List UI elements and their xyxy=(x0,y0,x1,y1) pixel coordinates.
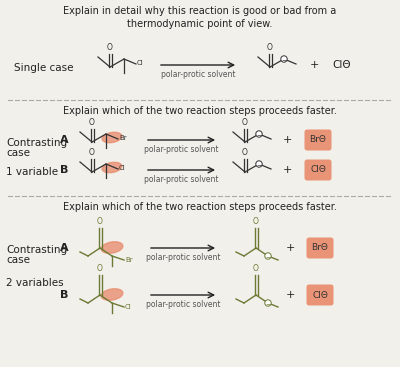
Text: polar-protic solvent: polar-protic solvent xyxy=(146,253,220,262)
Circle shape xyxy=(265,300,271,306)
Text: O: O xyxy=(242,118,248,127)
Text: B: B xyxy=(60,165,68,175)
Text: Explain which of the two reaction steps proceeds faster.: Explain which of the two reaction steps … xyxy=(63,202,337,212)
FancyBboxPatch shape xyxy=(306,237,334,258)
Text: +: + xyxy=(309,60,319,70)
Text: −: − xyxy=(266,301,271,306)
Text: 1 variable: 1 variable xyxy=(6,167,58,177)
Text: −: − xyxy=(257,132,262,137)
Text: polar-protic solvent: polar-protic solvent xyxy=(161,70,235,79)
Text: ClΘ: ClΘ xyxy=(333,60,351,70)
Text: case: case xyxy=(6,148,30,158)
FancyBboxPatch shape xyxy=(304,160,332,181)
Text: B: B xyxy=(60,290,68,300)
Text: O: O xyxy=(253,217,259,226)
Text: O: O xyxy=(97,264,103,273)
Text: case: case xyxy=(6,255,30,265)
Text: O: O xyxy=(242,148,248,157)
Circle shape xyxy=(256,161,262,167)
Text: Explain in detail why this reaction is good or bad from a
thermodynamic point of: Explain in detail why this reaction is g… xyxy=(63,6,337,29)
Text: O: O xyxy=(89,118,95,127)
Text: Br: Br xyxy=(119,135,127,141)
Text: Explain which of the two reaction steps proceeds faster.: Explain which of the two reaction steps … xyxy=(63,106,337,116)
Circle shape xyxy=(265,253,271,259)
Text: 2 variables: 2 variables xyxy=(6,278,64,288)
FancyBboxPatch shape xyxy=(304,130,332,150)
Text: O: O xyxy=(107,43,113,52)
Text: Contrasting: Contrasting xyxy=(6,138,67,148)
Text: A: A xyxy=(60,135,68,145)
Text: Cl: Cl xyxy=(137,60,144,66)
Text: Single case: Single case xyxy=(14,63,74,73)
Text: O: O xyxy=(267,43,273,52)
Text: +: + xyxy=(285,243,295,253)
Text: polar-protic solvent: polar-protic solvent xyxy=(146,300,220,309)
Text: Cl: Cl xyxy=(125,304,132,310)
Text: Br: Br xyxy=(125,257,133,263)
Text: ClΘ: ClΘ xyxy=(312,291,328,299)
Circle shape xyxy=(281,56,287,62)
Text: O: O xyxy=(89,148,95,157)
Text: polar-protic solvent: polar-protic solvent xyxy=(144,175,219,184)
Ellipse shape xyxy=(101,289,123,300)
Text: +: + xyxy=(282,165,292,175)
FancyBboxPatch shape xyxy=(306,284,334,305)
Text: BrΘ: BrΘ xyxy=(312,243,328,252)
Text: Contrasting: Contrasting xyxy=(6,245,67,255)
Text: −: − xyxy=(282,57,287,62)
Text: O: O xyxy=(97,217,103,226)
Ellipse shape xyxy=(101,242,123,253)
Text: polar-protic solvent: polar-protic solvent xyxy=(144,145,219,154)
Text: −: − xyxy=(266,254,271,259)
Text: A: A xyxy=(60,243,68,253)
Text: O: O xyxy=(253,264,259,273)
Text: −: − xyxy=(257,162,262,167)
Text: Cl: Cl xyxy=(119,165,126,171)
Text: +: + xyxy=(285,290,295,300)
Text: ClΘ: ClΘ xyxy=(310,166,326,174)
Text: +: + xyxy=(282,135,292,145)
Text: BrΘ: BrΘ xyxy=(310,135,326,145)
Circle shape xyxy=(256,131,262,137)
Ellipse shape xyxy=(102,132,122,143)
Ellipse shape xyxy=(102,162,122,173)
